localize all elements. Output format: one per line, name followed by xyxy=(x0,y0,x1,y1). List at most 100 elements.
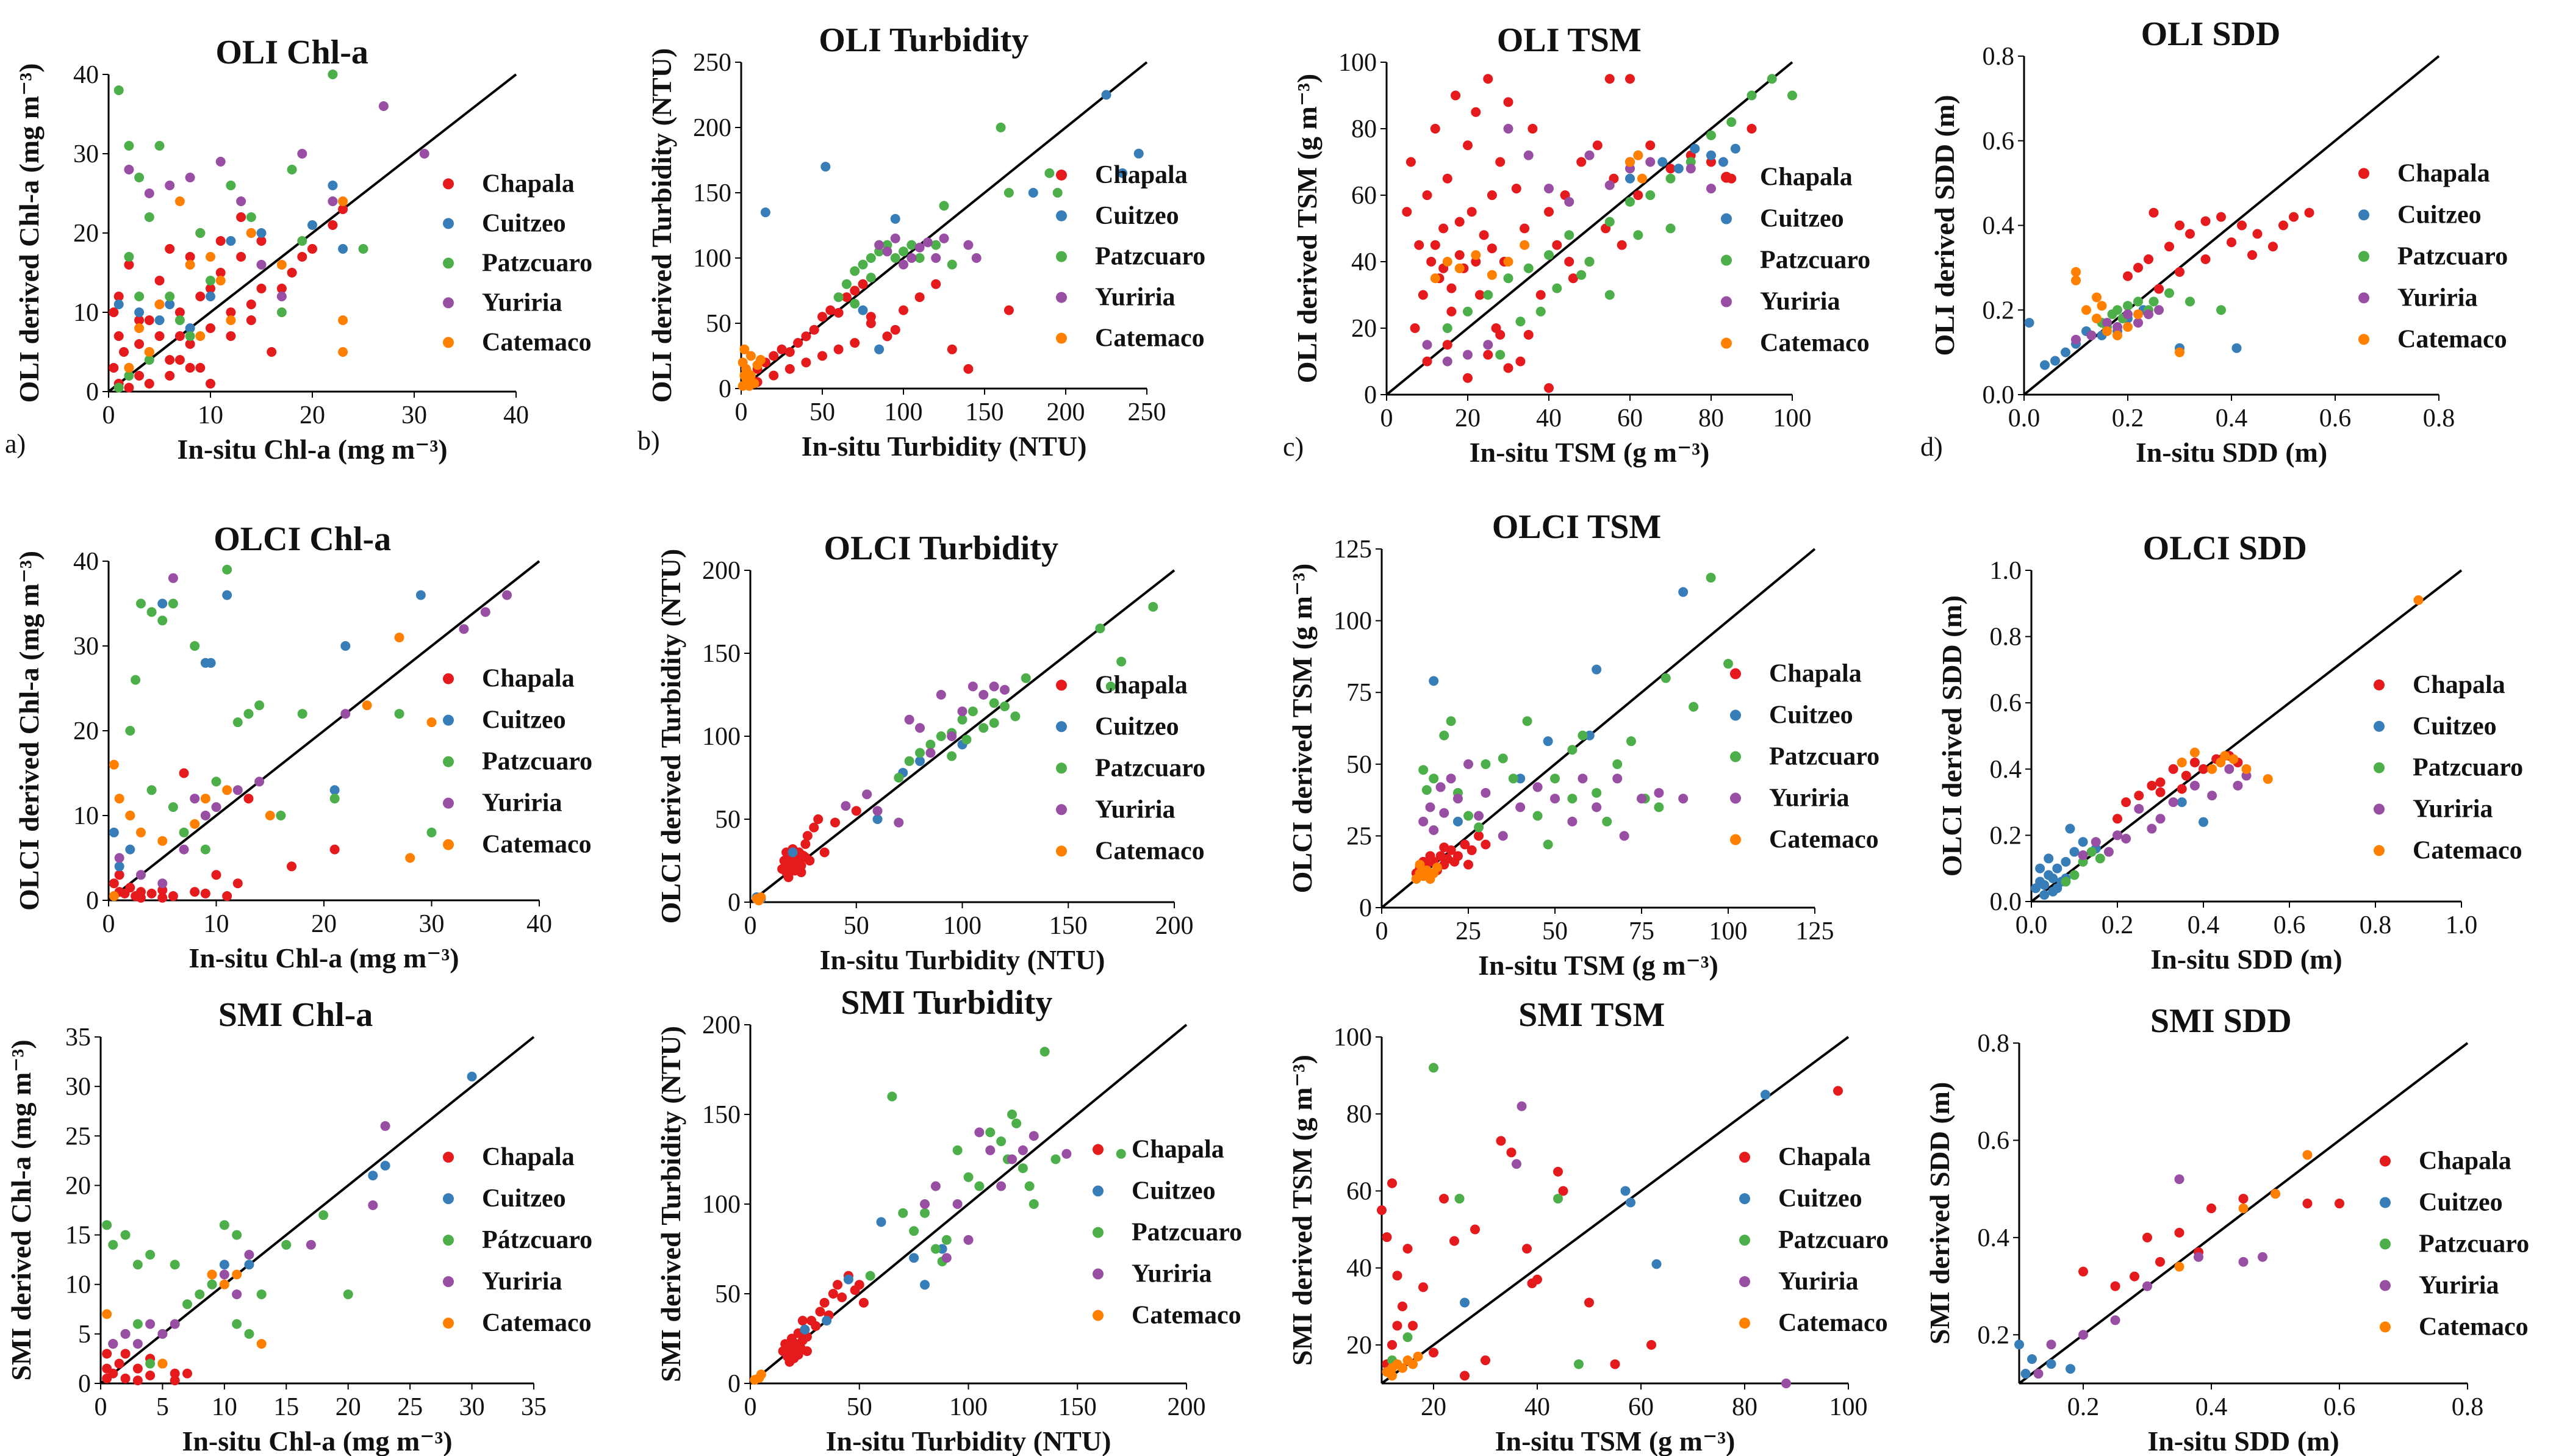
point-chapala xyxy=(1429,1347,1438,1358)
point-cuitzeo xyxy=(1584,730,1595,741)
point-catemaco xyxy=(1432,862,1442,873)
point-yuriria xyxy=(215,157,226,167)
point-yuriria xyxy=(882,246,892,257)
point-chapala xyxy=(1495,329,1506,340)
legend-marker xyxy=(1093,1268,1104,1280)
point-yuriria xyxy=(963,1235,974,1245)
point-yuriria xyxy=(939,233,949,243)
legend-label: Patzcuaro xyxy=(1760,246,1870,274)
point-chapala xyxy=(1387,1178,1397,1188)
point-chapala xyxy=(899,305,908,315)
x-tick-label: 200 xyxy=(1047,398,1085,426)
point-chapala xyxy=(2252,229,2263,239)
point-chapala xyxy=(174,307,185,317)
chart-title: OLCI Chl-a xyxy=(214,520,391,558)
point-chapala xyxy=(102,1363,112,1374)
x-tick-label: 1.0 xyxy=(2446,911,2478,939)
point-yuriria xyxy=(254,776,265,787)
point-chapala xyxy=(1481,839,1491,850)
point-patzcuaro xyxy=(2086,847,2097,857)
point-patzcuaro xyxy=(1429,1063,1438,1073)
point-patzcuaro xyxy=(906,240,917,250)
point-patzcuaro xyxy=(120,1230,131,1240)
point-cuitzeo xyxy=(1678,587,1689,597)
point-chapala xyxy=(168,891,178,902)
legend-marker xyxy=(1721,254,1732,266)
point-patzcuaro xyxy=(850,266,860,276)
point-chapala xyxy=(1442,340,1452,350)
point-patzcuaro xyxy=(165,292,175,301)
point-catemaco xyxy=(2302,1150,2313,1160)
legend-marker xyxy=(1721,171,1732,183)
point-yuriria xyxy=(2224,764,2235,774)
point-yuriria xyxy=(2189,780,2200,791)
legend-label: Cuitzeo xyxy=(1132,1177,1216,1205)
point-patzcuaro xyxy=(1474,822,1484,833)
point-patzcuaro xyxy=(920,1208,930,1218)
point-chapala xyxy=(2185,229,2195,239)
point-chapala xyxy=(1398,1301,1407,1311)
x-tick-label: 40 xyxy=(1524,1393,1550,1421)
legend-label: Cuitzeo xyxy=(1095,712,1179,741)
point-chapala xyxy=(109,307,119,317)
point-cuitzeo xyxy=(843,1274,853,1285)
point-cuitzeo xyxy=(368,1171,378,1181)
point-patzcuaro xyxy=(154,141,165,151)
point-chapala xyxy=(1446,306,1457,317)
point-patzcuaro xyxy=(941,1235,952,1245)
point-catemaco xyxy=(2092,292,2102,303)
point-patzcuaro xyxy=(1029,1199,1039,1209)
point-patzcuaro xyxy=(898,1208,908,1218)
point-yuriria xyxy=(1452,794,1463,804)
point-chapala xyxy=(1454,250,1465,260)
point-chapala xyxy=(124,260,134,270)
point-chapala xyxy=(109,363,119,373)
point-catemaco xyxy=(1454,263,1465,273)
point-cuitzeo xyxy=(415,590,426,600)
legend-marker xyxy=(1739,1318,1750,1329)
point-catemaco xyxy=(1625,157,1635,167)
point-patzcuaro xyxy=(1592,787,1602,798)
point-catemaco xyxy=(256,1339,267,1349)
point-yuriria xyxy=(2121,833,2131,844)
point-chapala xyxy=(828,1289,838,1299)
point-yuriria xyxy=(2046,1339,2056,1350)
point-yuriria xyxy=(957,706,967,717)
y-axis-label: SMI derived TSM (g m⁻³) xyxy=(1287,1055,1318,1366)
point-yuriria xyxy=(1446,773,1456,784)
legend-marker xyxy=(2380,1238,2391,1250)
point-catemaco xyxy=(2123,322,2133,332)
point-yuriria xyxy=(967,681,978,692)
point-yuriria xyxy=(2110,1315,2120,1325)
point-chapala xyxy=(2155,1257,2165,1267)
y-tick-label: 0.4 xyxy=(1983,212,2015,240)
point-yuriria xyxy=(120,1329,131,1339)
point-catemaco xyxy=(185,260,195,270)
chart-title: SMI Turbidity xyxy=(841,984,1052,1022)
point-chapala xyxy=(185,252,195,262)
point-catemaco xyxy=(135,827,146,837)
legend-marker xyxy=(1056,845,1067,857)
point-patzcuaro xyxy=(1508,773,1518,784)
one-to-one-line xyxy=(2030,569,2463,903)
y-tick-label: 0.8 xyxy=(1990,623,2022,651)
point-chapala xyxy=(2216,212,2226,222)
point-patzcuaro xyxy=(232,1230,242,1240)
legend-marker xyxy=(443,673,454,684)
point-yuriria xyxy=(340,709,351,719)
y-axis-label: OLCI derived Turbidity (NTU) xyxy=(655,549,686,924)
point-yuriria xyxy=(328,196,338,206)
legend-marker xyxy=(443,178,454,190)
point-catemaco xyxy=(2081,305,2091,315)
point-cuitzeo xyxy=(1543,736,1553,747)
point-chapala xyxy=(195,292,206,301)
point-patzcuaro xyxy=(1515,317,1526,327)
point-patzcuaro xyxy=(113,85,124,95)
point-chapala xyxy=(854,1280,864,1290)
point-patzcuaro xyxy=(2164,288,2174,298)
point-patzcuaro xyxy=(996,123,1006,132)
point-chapala xyxy=(2130,1271,2139,1282)
point-patzcuaro xyxy=(168,802,178,812)
legend-marker xyxy=(1056,721,1067,733)
legend-label: Patzcuaro xyxy=(2419,1230,2529,1258)
